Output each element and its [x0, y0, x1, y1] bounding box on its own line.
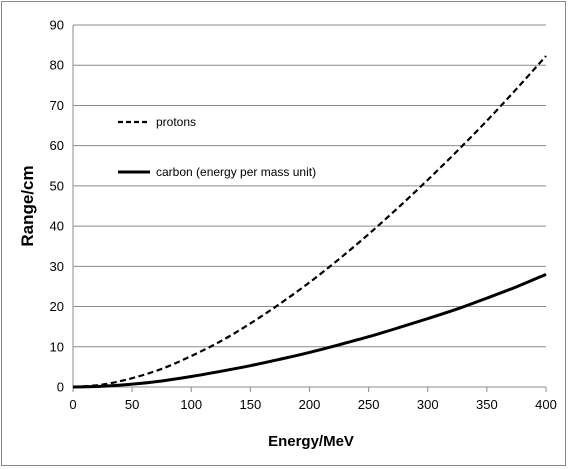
y-tick-label: 0 — [57, 380, 64, 395]
series-lines — [72, 55, 547, 389]
gridlines — [73, 24, 546, 348]
x-tick-label: 150 — [240, 397, 262, 412]
x-axis-label: Energy/MeV — [268, 433, 354, 450]
y-tick-label: 30 — [50, 259, 64, 274]
x-tick-label: 400 — [535, 397, 557, 412]
y-tick-labels: 0 10 20 30 40 50 60 70 80 90 — [50, 18, 64, 395]
x-tick-label: 300 — [417, 397, 439, 412]
legend-label-carbon: carbon (energy per mass unit) — [156, 165, 316, 179]
x-tick-label: 0 — [69, 397, 76, 412]
x-tick-label: 200 — [299, 397, 321, 412]
y-tick-label: 80 — [50, 58, 64, 73]
y-tick-label: 40 — [50, 219, 64, 234]
y-axis-label: Range/cm — [18, 165, 37, 246]
series-line-carbon — [72, 272, 547, 389]
x-tick-label: 50 — [125, 397, 139, 412]
y-tick-label: 50 — [50, 178, 64, 193]
y-tick-label: 60 — [50, 138, 64, 153]
x-tick-label: 350 — [476, 397, 498, 412]
y-tick-label: 90 — [50, 18, 64, 33]
x-tick-label: 250 — [358, 397, 380, 412]
x-tick-labels: 0 50 100 150 200 250 300 350 400 — [69, 397, 556, 412]
y-tick-label: 70 — [50, 98, 64, 113]
legend-label-protons: protons — [156, 115, 196, 129]
series-line-protons — [72, 55, 547, 389]
y-tick-label: 10 — [50, 339, 64, 354]
y-tick-label: 20 — [50, 299, 64, 314]
x-tick-label: 100 — [180, 397, 202, 412]
legend: protons carbon (energy per mass unit) — [118, 115, 316, 179]
axes — [72, 25, 547, 392]
